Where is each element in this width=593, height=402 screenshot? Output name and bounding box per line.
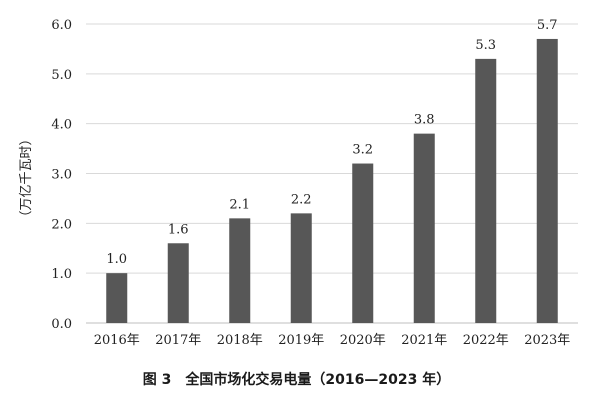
bars <box>106 38 558 324</box>
x-tick-label: 2018年 <box>217 333 263 348</box>
bar <box>536 38 558 323</box>
x-tick-label: 2022年 <box>463 333 509 348</box>
bar <box>229 218 251 323</box>
bar-data-label: 3.2 <box>352 143 373 158</box>
y-tick-label: 1.0 <box>51 267 72 282</box>
bar-data-label: 2.1 <box>229 197 250 212</box>
bar <box>475 58 497 324</box>
bar <box>413 133 435 323</box>
grid-lines <box>86 23 578 324</box>
x-tick-label: 2020年 <box>340 333 386 348</box>
y-axis-ticks: 0.0 1.0 2.0 3.0 4.0 5.0 6.0 <box>51 18 72 332</box>
y-tick-label: 2.0 <box>51 217 72 232</box>
y-tick-label: 5.0 <box>51 68 72 83</box>
bar-data-label: 2.2 <box>291 192 312 207</box>
x-tick-label: 2017年 <box>155 333 201 348</box>
y-tick-label: 4.0 <box>51 118 72 133</box>
x-tick-label: 2016年 <box>94 333 140 348</box>
bar <box>290 213 312 323</box>
bar-data-label: 1.0 <box>106 252 127 267</box>
x-tick-label: 2019年 <box>278 333 324 348</box>
bar-data-label: 3.8 <box>414 113 435 128</box>
bar-data-label: 1.6 <box>168 222 189 237</box>
x-tick-label: 2023年 <box>524 333 570 348</box>
data-labels: 1.0 1.6 2.1 2.2 3.2 3.8 5.3 5.7 <box>106 18 557 267</box>
bar-chart: 0.0 1.0 2.0 3.0 4.0 5.0 6.0 1.0 1.6 2.1 2.2 3.2 3.8… <box>19 18 578 348</box>
y-tick-label: 6.0 <box>51 18 72 33</box>
bar <box>352 163 374 323</box>
x-tick-label: 2021年 <box>401 333 447 348</box>
bar-data-label: 5.7 <box>537 18 558 33</box>
bar <box>167 243 189 323</box>
x-axis-ticks: 2016年 2017年 2018年 2019年 2020年 2021年 2022年 2023年 <box>94 333 571 348</box>
y-axis-title: （万亿千瓦时） <box>19 132 34 223</box>
y-tick-label: 3.0 <box>51 168 72 183</box>
bar-data-label: 5.3 <box>475 38 496 53</box>
chart-caption: 图 3 全国市场化交易电量（2016—2023 年） <box>142 372 451 388</box>
y-tick-label: 0.0 <box>51 317 72 332</box>
bar <box>106 273 128 323</box>
